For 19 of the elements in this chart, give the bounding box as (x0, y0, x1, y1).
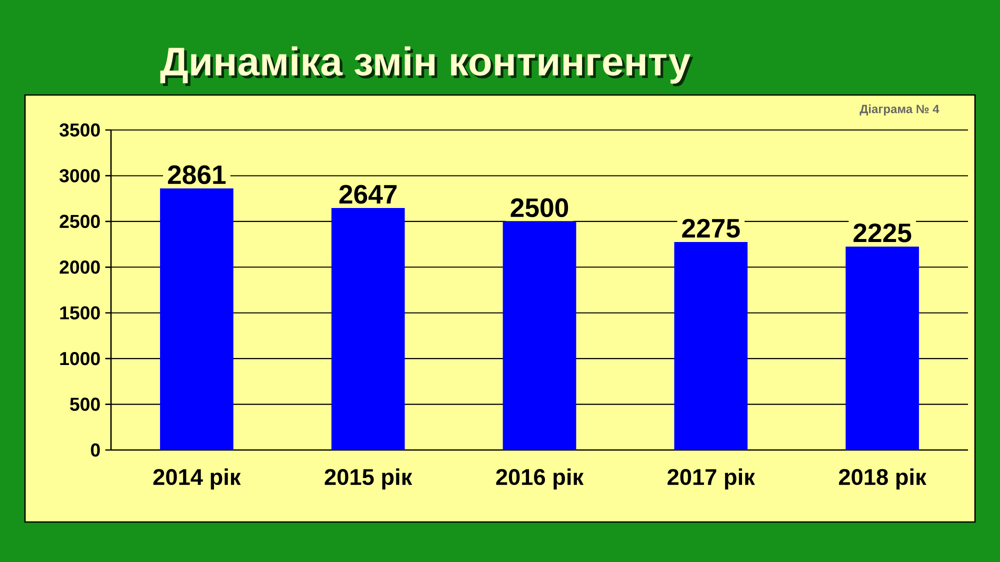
y-tick-label: 2000 (60, 260, 100, 274)
y-tick-label: 3500 (59, 123, 100, 137)
x-tick-label: 2014 рік (153, 468, 241, 490)
data-label: 2225 (854, 223, 912, 242)
x-tick-label: 2018 рік (838, 468, 926, 490)
y-tick-label: 1000 (60, 352, 100, 366)
y-tick-label: 3000 (59, 169, 100, 182)
x-tick-label: 2017 рік (668, 468, 755, 490)
y-tick-label: 0 (90, 443, 100, 457)
data-label: 2500 (510, 198, 568, 218)
x-tick-label: 2016 рік (496, 468, 584, 490)
data-label: 2275 (682, 218, 740, 238)
x-tick-label: 2015 рік (324, 468, 412, 490)
y-tick-label: 2500 (60, 214, 100, 228)
y-tick-label: 500 (70, 398, 100, 411)
data-label: 2861 (168, 165, 226, 184)
y-tick-label: 1500 (60, 306, 100, 320)
data-label: 2647 (339, 184, 397, 204)
text: Діаграма № 4 (860, 104, 940, 116)
